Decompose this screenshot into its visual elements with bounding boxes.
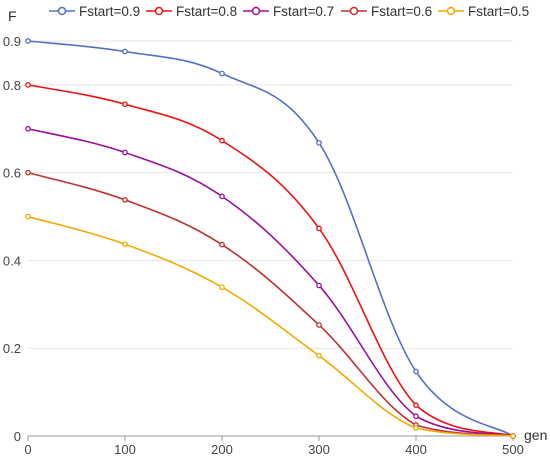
x-tick-label: 200	[211, 442, 233, 457]
y-tick-label: 0.4	[3, 253, 21, 268]
x-tick-label: 400	[405, 442, 427, 457]
legend-label-2: Fstart=0.8	[176, 4, 237, 19]
series-line-4	[27, 171, 514, 437]
legend-label-3: Fstart=0.7	[273, 4, 334, 19]
data-point	[316, 225, 322, 232]
legend: Fstart=0.9 Fstart=0.8 Fstart=0.7 Fstart=0.6…	[49, 4, 529, 19]
grid-lines	[28, 40, 513, 349]
y-tick-label: 0.8	[3, 78, 21, 93]
x-tick-label: 300	[308, 442, 330, 457]
data-point	[122, 197, 128, 203]
data-point	[413, 368, 419, 375]
y-tick-label: 0.6	[3, 166, 21, 181]
data-point	[219, 193, 225, 200]
legend-label-4: Fstart=0.6	[371, 4, 432, 19]
y-tick-label: 0	[14, 429, 21, 444]
y-tick-label: 0.2	[3, 341, 21, 356]
y-tick-label: 0.9	[3, 34, 21, 49]
legend-marker-5	[446, 6, 456, 16]
data-point	[25, 38, 31, 44]
x-axis-label: gen	[524, 427, 547, 443]
data-point	[413, 413, 419, 420]
data-point	[413, 402, 419, 409]
series-group	[25, 38, 516, 439]
data-point	[413, 425, 419, 431]
series-line-5	[27, 215, 514, 437]
legend-label-5: Fstart=0.5	[468, 4, 529, 19]
data-point	[219, 70, 225, 77]
legend-marker-1	[57, 6, 67, 16]
legend-marker-4	[349, 6, 359, 16]
legend-label-1: Fstart=0.9	[79, 4, 140, 19]
data-point	[122, 101, 128, 108]
data-point	[122, 241, 128, 248]
data-point	[219, 284, 225, 291]
axes: 0 0.2 0.4 0.6 0.8 0.9 0 100 200 300 400 500	[3, 34, 524, 457]
data-point	[122, 149, 128, 156]
data-point	[25, 213, 31, 220]
x-tick-label: 100	[114, 442, 136, 457]
x-tick-label: 500	[502, 442, 524, 457]
data-point	[25, 125, 31, 132]
data-point	[25, 169, 31, 176]
legend-marker-3	[251, 6, 261, 16]
data-point	[316, 352, 322, 359]
data-point	[316, 322, 322, 328]
legend-marker-2	[154, 6, 164, 16]
series-line-3	[27, 128, 514, 437]
data-point	[316, 139, 322, 146]
data-point	[219, 241, 225, 248]
data-point	[219, 137, 225, 144]
data-point	[316, 282, 322, 289]
series-line-1	[27, 40, 514, 437]
data-point	[25, 82, 31, 88]
y-axis-label: F	[8, 8, 17, 24]
x-tick-label: 0	[24, 442, 31, 457]
data-point	[122, 48, 128, 55]
data-point	[510, 433, 516, 439]
